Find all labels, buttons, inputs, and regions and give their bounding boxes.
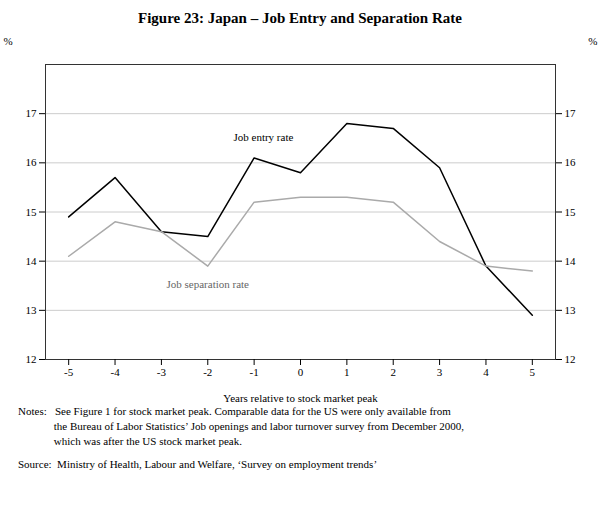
html-text:Figure 23: Japan – Job Entry a: Figure 23: Japan – Job Entry and Separat… [138, 10, 462, 26]
svg-text:15: 15 [565, 206, 577, 218]
svg-text:%: % [4, 35, 13, 47]
svg-text:0: 0 [298, 366, 304, 378]
html-text:the Bureau of Labor Statistics: the Bureau of Labor Statistics’ Job open… [18, 420, 465, 432]
svg-text:-5: -5 [64, 366, 74, 378]
svg-text:17: 17 [565, 107, 577, 119]
svg-text:5: 5 [530, 366, 536, 378]
svg-text:2: 2 [390, 366, 396, 378]
svg-text:1: 1 [344, 366, 350, 378]
html-text:Notes: See Figure 1 for stock: Notes: See Figure 1 for stock market pea… [18, 405, 451, 417]
svg-text:Job entry rate: Job entry rate [233, 131, 293, 143]
svg-text:-2: -2 [203, 366, 212, 378]
svg-text:%: % [588, 35, 597, 47]
svg-text:-1: -1 [250, 366, 259, 378]
svg-text:13: 13 [565, 304, 577, 316]
svg-text:Years relative to stock market: Years relative to stock market peak [223, 392, 378, 404]
svg-text:12: 12 [565, 353, 576, 365]
svg-text:16: 16 [26, 156, 38, 168]
svg-text:13: 13 [26, 304, 38, 316]
svg-text:-3: -3 [157, 366, 167, 378]
html-text:Source: Ministry of Health, La: Source: Ministry of Health, Labour and W… [18, 458, 378, 470]
svg-text:-4: -4 [110, 366, 120, 378]
svg-text:14: 14 [565, 255, 577, 267]
svg-text:Job separation rate: Job separation rate [167, 278, 250, 290]
html-text:which was after the US stock m: which was after the US stock market peak… [18, 435, 242, 447]
svg-text:4: 4 [483, 366, 489, 378]
svg-text:14: 14 [26, 255, 38, 267]
svg-text:12: 12 [26, 353, 37, 365]
svg-text:16: 16 [565, 156, 577, 168]
svg-text:3: 3 [437, 366, 443, 378]
svg-text:15: 15 [26, 206, 38, 218]
svg-text:17: 17 [26, 107, 38, 119]
